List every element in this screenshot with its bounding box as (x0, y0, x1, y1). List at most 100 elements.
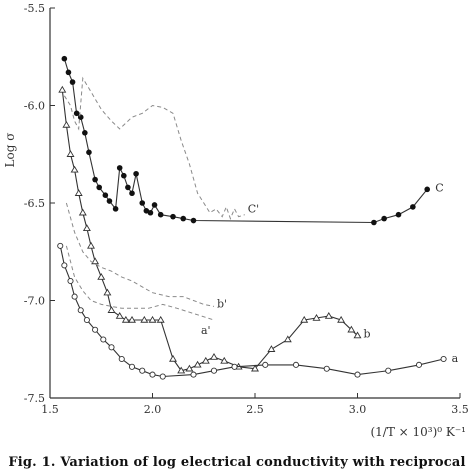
data-point-a-6 (92, 326, 99, 333)
series-a-prime: a' (65, 245, 215, 337)
data-point-a-12 (149, 371, 156, 378)
series-b: b (58, 85, 371, 374)
chart-canvas: 1.5 2.0 2.5 3.0 3.5 -5.5 -6.0 -6.5 -7.0 -7.5 C C' b… (3, 2, 469, 439)
data-point-c-27 (395, 211, 402, 218)
data-point-b-34 (353, 331, 362, 339)
data-point-b-27 (267, 345, 276, 352)
data-point-a-11 (139, 367, 146, 374)
data-point-a-14 (190, 371, 197, 378)
data-point-b-29 (300, 315, 309, 323)
data-point-c-19 (147, 209, 154, 216)
data-point-c-11 (112, 206, 119, 212)
data-point-c-26 (381, 215, 387, 222)
data-point-b-21 (193, 360, 202, 368)
data-point-b-10 (103, 288, 112, 296)
data-point-c-25 (371, 219, 377, 226)
data-point-b-1 (62, 120, 71, 128)
data-point-a-5 (83, 316, 90, 324)
data-point-a-10 (128, 363, 136, 370)
data-point-c-28 (410, 204, 416, 210)
data-point-a-18 (292, 361, 300, 368)
x-tick-label-0: 1.5 (41, 403, 59, 416)
data-point-a-23 (440, 355, 447, 363)
data-point-b-13 (121, 315, 130, 323)
data-point-b-15 (140, 315, 149, 323)
data-point-a-1 (61, 262, 68, 269)
series-label-b-prime: b' (217, 297, 227, 310)
data-point-b-14 (128, 315, 136, 323)
data-point-b-5 (78, 208, 87, 216)
data-point-a-16 (231, 363, 238, 370)
data-point-b-2 (66, 150, 75, 157)
ticks: 1.5 2.0 2.5 3.0 3.5 -5.5 -6.0 -6.5 -7.0 -7.5 (24, 2, 469, 416)
series-label-a-prime: a' (201, 324, 211, 337)
data-point-c-14 (125, 184, 131, 191)
data-point-b-32 (337, 315, 346, 323)
data-point-a-20 (354, 371, 361, 378)
data-point-b-18 (169, 354, 177, 362)
data-point-c-17 (139, 200, 146, 206)
data-point-a-15 (210, 367, 218, 374)
data-point-c-23 (180, 215, 187, 222)
data-point-b-6 (82, 224, 91, 232)
data-point-a-9 (118, 355, 125, 363)
data-point-c-16 (133, 170, 139, 177)
data-point-b-3 (70, 165, 79, 173)
data-point-c-21 (157, 211, 164, 218)
series-label-a: a (452, 352, 459, 365)
y-tick-label-3: -7.0 (24, 295, 45, 308)
data-point-c-13 (121, 172, 127, 179)
data-point-c-10 (106, 198, 113, 204)
data-point-b-23 (210, 352, 218, 360)
data-point-b-17 (156, 315, 165, 323)
y-tick-label-0: -5.5 (24, 2, 45, 15)
x-tick-label-1: 2.0 (144, 403, 162, 416)
data-point-a-13 (159, 373, 166, 380)
series-c-prime: C' (63, 76, 259, 220)
data-point-b-4 (74, 189, 83, 196)
series-label-b: b (364, 328, 371, 341)
data-point-c-4 (77, 114, 84, 120)
data-point-b-0 (58, 85, 67, 93)
data-point-b-9 (97, 273, 106, 280)
x-axis-label: (1/T × 10³)⁰ K⁻¹ (370, 425, 466, 439)
data-point-c-20 (151, 202, 158, 208)
series-label-c: C (435, 181, 443, 194)
series-b-prime: b' (65, 202, 227, 310)
series-line-a-prime (65, 245, 215, 321)
data-point-a-4 (77, 307, 84, 314)
data-point-b-26 (251, 364, 259, 372)
x-tick-label-4: 3.5 (451, 403, 469, 416)
data-point-c-1 (65, 69, 72, 76)
data-point-b-7 (87, 241, 95, 249)
data-point-b-33 (347, 325, 356, 333)
y-tick-label-2: -6.5 (24, 197, 45, 210)
data-point-c-12 (116, 165, 123, 171)
data-point-c-29 (424, 186, 431, 193)
data-point-c-22 (170, 213, 176, 220)
data-point-b-30 (312, 313, 321, 321)
data-point-c-6 (86, 149, 92, 156)
figure-caption: Fig. 1. Variation of log electrical cond… (8, 455, 466, 471)
data-point-c-15 (129, 190, 135, 197)
data-point-c-8 (96, 184, 102, 191)
data-point-b-20 (185, 364, 194, 372)
series-layer: C C' b b' a' a (57, 55, 459, 380)
data-point-b-24 (220, 356, 229, 364)
data-point-c-3 (73, 110, 80, 117)
data-point-a-2 (67, 277, 74, 285)
data-point-c-7 (92, 176, 98, 183)
data-point-b-22 (201, 356, 210, 364)
data-point-a-7 (100, 336, 107, 343)
series-line-a (59, 245, 444, 378)
data-point-b-11 (107, 306, 116, 313)
series-a: a (57, 242, 459, 380)
series-line-c (63, 58, 428, 224)
y-axis-label: Log σ (3, 133, 17, 168)
data-point-b-31 (324, 312, 333, 319)
data-point-a-0 (57, 242, 64, 249)
series-line-c-prime (63, 76, 245, 220)
data-point-b-19 (177, 366, 186, 374)
data-point-a-17 (262, 361, 269, 368)
data-point-a-21 (385, 367, 392, 374)
